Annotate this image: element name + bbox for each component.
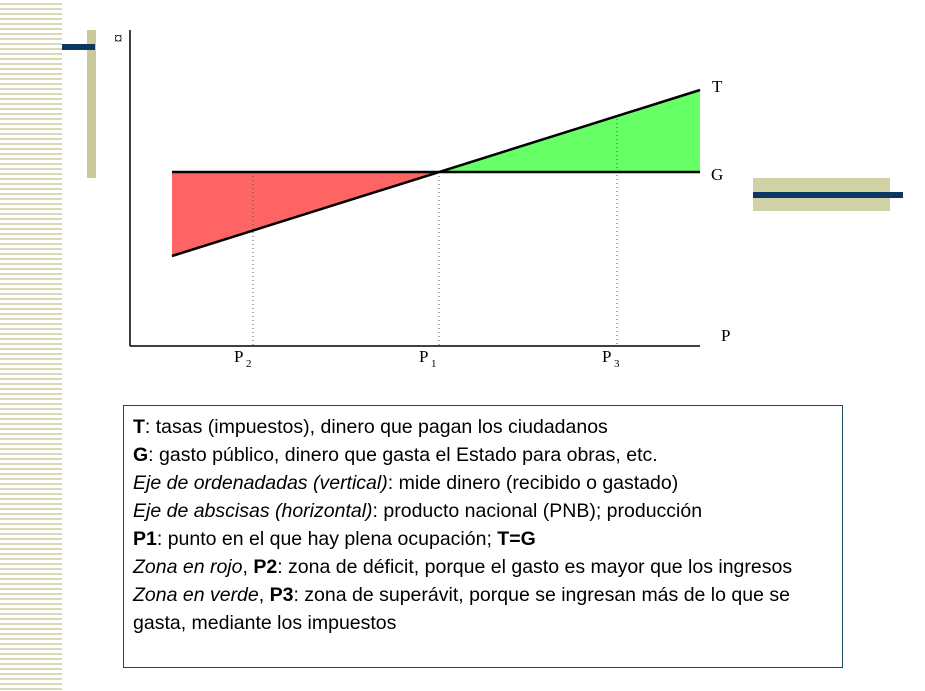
striped-side-border <box>0 0 62 691</box>
tick-subscript-p3: 3 <box>614 358 620 370</box>
tick-subscript-p1: 1 <box>431 358 437 370</box>
legend-term-point: P3 <box>269 584 294 606</box>
x-axis-label: P <box>721 326 730 345</box>
legend-separator: , <box>258 584 270 606</box>
legend-text: : mide dinero (recibido o gastado) <box>387 472 679 494</box>
decorative-vertical-bar <box>87 30 96 178</box>
legend-term: P1 <box>133 528 157 550</box>
legend-item-red-zone: Zona en rojo, P2: zona de déficit, porqu… <box>133 553 833 581</box>
t-line-label: T <box>712 77 723 96</box>
tick-subscript-p2: 2 <box>246 358 252 370</box>
legend-term: Eje de ordenadadas (vertical) <box>133 472 388 494</box>
legend-item-horizontal-axis: Eje de abscisas (horizontal): producto n… <box>133 497 833 525</box>
legend-box: T: tasas (impuestos), dinero que pagan l… <box>123 405 843 668</box>
fiscal-balance-diagram: ¤ T G P P 2 P 1 P 3 <box>114 29 730 370</box>
legend-text: : punto en el que hay plena ocupación; <box>156 528 498 550</box>
g-line-label: G <box>711 165 723 184</box>
tax-line-t <box>171 88 701 258</box>
legend-term: T <box>133 416 145 438</box>
legend-text: : zona de déficit, porque el gasto es ma… <box>277 556 793 578</box>
decorative-accent-line-right <box>753 192 903 198</box>
legend-item-p1: P1: punto en el que hay plena ocupación;… <box>133 525 833 553</box>
legend-term: Eje de abscisas (horizontal) <box>133 500 373 522</box>
legend-term: G <box>133 444 149 466</box>
legend-term: Zona en rojo <box>133 556 243 578</box>
legend-text: : zona de superávit, porque se ingresan … <box>133 584 790 634</box>
tick-label-p1: P <box>419 347 428 366</box>
legend-separator: , <box>242 556 254 578</box>
legend-item-vertical-axis: Eje de ordenadadas (vertical): mide dine… <box>133 469 833 497</box>
legend-item-green-zone: Zona en verde, P3: zona de superávit, po… <box>133 581 833 637</box>
tick-label-p2: P <box>234 347 243 366</box>
legend-text: : tasas (impuestos), dinero que pagan lo… <box>144 416 608 438</box>
legend-text: : producto nacional (PNB); producción <box>372 500 703 522</box>
legend-term: Zona en verde <box>133 584 259 606</box>
legend-text: : gasto público, dinero que gasta el Est… <box>148 444 658 466</box>
legend-item-t: T: tasas (impuestos), dinero que pagan l… <box>133 413 833 441</box>
tick-label-p3: P <box>602 347 611 366</box>
legend-item-g: G: gasto público, dinero que gasta el Es… <box>133 441 833 469</box>
legend-term-point: P2 <box>253 556 278 578</box>
legend-term-equation: T=G <box>497 528 536 550</box>
y-axis-symbol: ¤ <box>114 29 123 48</box>
decorative-accent-line-left <box>62 44 95 50</box>
